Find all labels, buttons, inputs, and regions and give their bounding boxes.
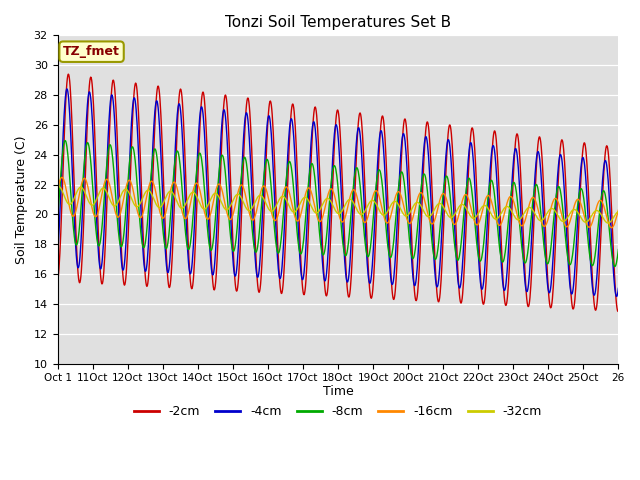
Y-axis label: Soil Temperature (C): Soil Temperature (C) — [15, 135, 28, 264]
-8cm — [54, 217, 61, 223]
Title: Tonzi Soil Temperatures Set B: Tonzi Soil Temperatures Set B — [225, 15, 451, 30]
-16cm — [129, 184, 136, 190]
-16cm — [349, 187, 356, 193]
-2cm — [349, 245, 356, 251]
-4cm — [360, 206, 368, 212]
-16cm — [614, 207, 622, 213]
-8cm — [61, 138, 69, 144]
-16cm — [360, 219, 368, 225]
-4cm — [54, 253, 61, 259]
-8cm — [243, 164, 251, 170]
-8cm — [129, 144, 136, 150]
X-axis label: Time: Time — [323, 385, 353, 398]
-4cm — [148, 150, 156, 156]
-2cm — [614, 308, 622, 314]
-4cm — [129, 107, 136, 112]
-4cm — [349, 208, 356, 214]
-8cm — [148, 157, 156, 163]
Line: -8cm: -8cm — [58, 141, 618, 266]
Legend: -2cm, -4cm, -8cm, -16cm, -32cm: -2cm, -4cm, -8cm, -16cm, -32cm — [129, 400, 547, 423]
-16cm — [243, 199, 251, 205]
-32cm — [243, 206, 251, 212]
-32cm — [129, 198, 136, 204]
Line: -16cm: -16cm — [58, 177, 618, 228]
-32cm — [54, 183, 62, 189]
-32cm — [360, 209, 368, 215]
-2cm — [360, 171, 368, 177]
Line: -4cm: -4cm — [58, 89, 618, 297]
-2cm — [614, 309, 621, 314]
-32cm — [298, 198, 305, 204]
Line: -2cm: -2cm — [58, 74, 618, 312]
-8cm — [298, 251, 305, 256]
-2cm — [129, 120, 136, 126]
-32cm — [148, 193, 156, 199]
-32cm — [349, 199, 356, 204]
-32cm — [614, 209, 622, 215]
-16cm — [148, 179, 156, 184]
-16cm — [58, 174, 65, 180]
-4cm — [614, 286, 622, 291]
Line: -32cm: -32cm — [58, 186, 618, 223]
-16cm — [608, 225, 616, 230]
-8cm — [349, 191, 356, 197]
-32cm — [604, 220, 612, 226]
-4cm — [243, 111, 251, 117]
-4cm — [612, 294, 620, 300]
-2cm — [65, 71, 72, 77]
Text: TZ_fmet: TZ_fmet — [63, 45, 120, 58]
-16cm — [298, 210, 305, 216]
-8cm — [611, 264, 618, 269]
-32cm — [54, 183, 61, 189]
-2cm — [148, 184, 156, 190]
-2cm — [243, 98, 251, 104]
-2cm — [54, 278, 61, 284]
-8cm — [360, 233, 368, 239]
-16cm — [54, 187, 61, 193]
-2cm — [298, 266, 305, 272]
-4cm — [298, 272, 305, 277]
-4cm — [63, 86, 71, 92]
-8cm — [614, 247, 622, 252]
